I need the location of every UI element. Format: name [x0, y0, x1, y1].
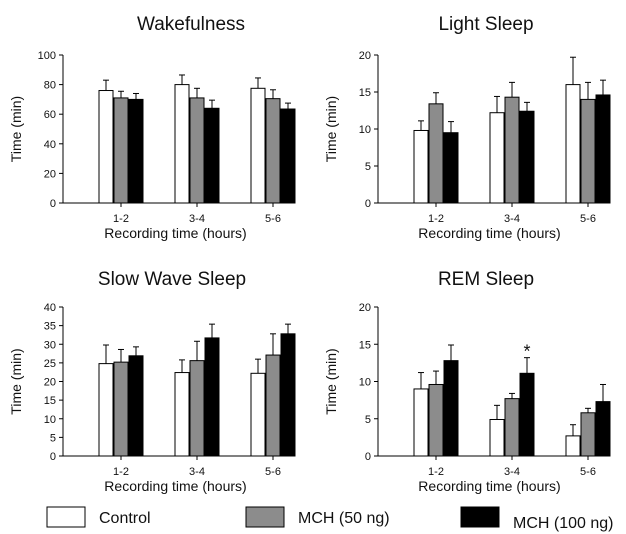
legend-label: MCH (100 ng)	[513, 515, 613, 532]
y-axis-label: Time (min)	[323, 96, 339, 162]
y-tick-label: 10	[359, 377, 371, 389]
bar	[565, 435, 581, 457]
chart-title: REM Sleep	[438, 269, 534, 290]
bar	[580, 412, 596, 457]
legend: Control MCH (50 ng) MCH (100 ng)	[46, 506, 613, 532]
y-tick-label: 15	[44, 395, 56, 407]
y-axis-label: Time (min)	[8, 96, 24, 162]
x-axis-label: Recording time (hours)	[104, 225, 246, 241]
bar	[174, 84, 190, 204]
x-tick-label: 5-6	[580, 466, 596, 478]
y-tick-label: 5	[50, 432, 56, 444]
bar	[580, 98, 596, 204]
y-tick-label: 25	[44, 358, 56, 370]
chart-title: Wakefulness	[137, 14, 245, 35]
bar	[428, 103, 444, 204]
chart-panel-3: Slow Wave Sleep 0 5 10 15 20 25 30 35 40 Time (min…	[8, 269, 296, 494]
bar	[504, 398, 520, 457]
bar	[565, 84, 581, 204]
bar	[595, 401, 611, 457]
y-axis-label: Time (min)	[323, 348, 339, 414]
bar	[265, 98, 281, 204]
bar	[265, 354, 281, 457]
y-tick-label: 10	[359, 124, 371, 136]
bar	[128, 98, 144, 204]
x-axis-label: Recording time (hours)	[418, 478, 560, 494]
y-tick-label: 0	[365, 451, 371, 463]
y-tick-label: 60	[44, 109, 56, 121]
chart-title: Light Sleep	[438, 14, 533, 35]
bar	[204, 107, 220, 204]
bar	[443, 360, 459, 457]
bar	[204, 337, 220, 457]
chart-panel-4: REM Sleep 0 5 10 15 20 Time (min) Recording tim…	[323, 269, 611, 494]
bar	[98, 363, 114, 457]
x-tick-label: 3-4	[189, 213, 205, 225]
y-tick-label: 20	[44, 168, 56, 180]
legend-swatch	[245, 506, 285, 528]
bar	[113, 97, 129, 204]
bar	[189, 97, 205, 204]
y-tick-label: 5	[365, 414, 371, 426]
bar	[443, 132, 459, 204]
bar	[489, 112, 505, 204]
bar	[519, 372, 535, 457]
bar	[504, 96, 520, 204]
bar	[280, 333, 296, 457]
y-tick-label: 40	[44, 302, 56, 314]
bar	[413, 388, 429, 457]
bar	[280, 108, 296, 204]
y-tick-label: 5	[365, 161, 371, 173]
y-tick-label: 20	[359, 50, 371, 62]
bar	[489, 418, 505, 457]
bar	[428, 383, 444, 457]
x-tick-label: 1-2	[113, 213, 129, 225]
legend-label: MCH (50 ng)	[298, 510, 390, 527]
y-tick-label: 40	[44, 139, 56, 151]
y-tick-label: 20	[359, 302, 371, 314]
bar	[595, 94, 611, 204]
y-tick-label: 30	[44, 339, 56, 351]
bar	[128, 355, 144, 457]
x-tick-label: 5-6	[580, 213, 596, 225]
legend-label: Control	[99, 510, 151, 527]
bar	[98, 90, 114, 204]
bar	[519, 110, 535, 204]
chart-panel-2: Light Sleep 0 5 10 15 20 Time (min) Recording t…	[323, 14, 611, 241]
x-tick-label: 1-2	[113, 466, 129, 478]
bar	[413, 129, 429, 204]
bar	[113, 361, 129, 457]
y-tick-label: 35	[44, 321, 56, 333]
chart-title: Slow Wave Sleep	[98, 269, 246, 290]
y-tick-label: 0	[50, 451, 56, 463]
x-tick-label: 3-4	[504, 466, 520, 478]
y-axis-label: Time (min)	[8, 348, 24, 414]
x-tick-label: 5-6	[265, 213, 281, 225]
legend-swatch	[46, 506, 86, 528]
x-axis-label: Recording time (hours)	[418, 225, 560, 241]
x-axis-label: Recording time (hours)	[104, 478, 246, 494]
y-tick-label: 80	[44, 80, 56, 92]
bar	[250, 372, 266, 457]
y-tick-label: 10	[44, 414, 56, 426]
y-tick-label: 20	[44, 377, 56, 389]
x-tick-label: 3-4	[504, 213, 520, 225]
y-tick-label: 0	[365, 198, 371, 210]
y-tick-label: 15	[359, 87, 371, 99]
x-tick-label: 3-4	[189, 466, 205, 478]
chart-panel-1: Wakefulness 0 20 40 60 80 100 Time (min) Recordi…	[8, 14, 296, 241]
bar	[174, 372, 190, 457]
y-tick-label: 0	[50, 198, 56, 210]
y-tick-label: 15	[359, 339, 371, 351]
x-tick-label: 1-2	[428, 466, 444, 478]
x-tick-label: 5-6	[265, 466, 281, 478]
significance-marker: *	[523, 342, 530, 362]
x-tick-label: 1-2	[428, 213, 444, 225]
y-tick-label: 100	[38, 50, 56, 62]
bar	[250, 87, 266, 204]
bar	[189, 360, 205, 457]
legend-swatch	[460, 506, 500, 528]
